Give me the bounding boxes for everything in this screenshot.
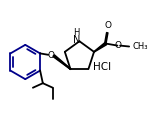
Text: O: O xyxy=(115,41,122,50)
Polygon shape xyxy=(53,55,71,69)
Text: H: H xyxy=(74,28,80,37)
Text: O: O xyxy=(104,21,111,30)
Text: HCl: HCl xyxy=(93,62,111,72)
Text: O: O xyxy=(48,51,54,60)
Text: CH₃: CH₃ xyxy=(133,42,148,51)
Polygon shape xyxy=(94,42,107,52)
Text: N: N xyxy=(73,35,80,45)
